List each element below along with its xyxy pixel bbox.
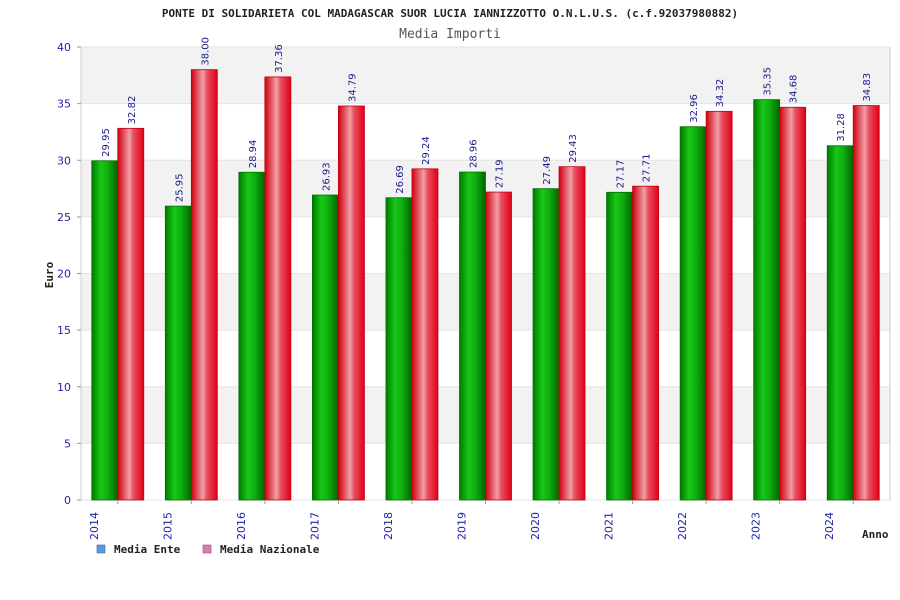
bar-media-nazionale-2019: [485, 191, 512, 501]
value-label-media-ente-2023: 35.35: [763, 67, 774, 96]
value-label-media-nazionale-2015: 38.00: [200, 37, 211, 66]
x-tick-label-2019: 2019: [456, 512, 469, 540]
value-label-media-ente-2015: 25.95: [174, 173, 185, 202]
bar-media-nazionale-2020: [558, 166, 586, 501]
value-label-media-nazionale-2023: 34.68: [789, 75, 800, 104]
value-labels: 29.95 32.82 25.95 38.00 28.94 37.36 26.93 34.79…: [101, 37, 873, 202]
bar-media-ente-2018: [385, 197, 413, 501]
value-label-media-nazionale-2022: 34.32: [715, 79, 726, 108]
legend: Media Ente Media Nazionale: [96, 543, 320, 556]
x-tick-label-2020: 2020: [529, 512, 542, 540]
x-axis-ticks: 2014 2015 2016 2017 2018 2019 2020 2021 2022 2023…: [88, 500, 854, 540]
bar-media-nazionale-2016: [264, 76, 292, 501]
value-label-media-nazionale-2019: 27.19: [495, 159, 506, 188]
value-label-media-ente-2021: 27.17: [616, 160, 627, 189]
y-tick-label: 30: [57, 154, 71, 167]
value-label-media-nazionale-2018: 29.24: [421, 136, 432, 165]
bar-media-ente-2014: [91, 160, 119, 501]
bar-media-ente-2020: [532, 188, 560, 501]
y-tick-label: 15: [57, 324, 71, 337]
bar-media-ente-2016: [238, 171, 266, 501]
y-tick-label: 0: [64, 494, 71, 507]
bar-media-nazionale-2024: [852, 105, 880, 501]
value-label-media-nazionale-2017: 34.79: [347, 73, 358, 102]
value-label-media-ente-2019: 28.96: [469, 139, 480, 168]
bar-media-nazionale-2017: [338, 105, 365, 501]
x-tick-label-2023: 2023: [750, 512, 763, 540]
y-tick-label: 10: [57, 381, 71, 394]
value-label-media-ente-2020: 27.49: [542, 156, 553, 185]
legend-label-media-ente: Media Ente: [114, 543, 181, 556]
x-tick-label-2016: 2016: [235, 512, 248, 540]
bars: [91, 69, 880, 501]
legend-swatch-media-nazionale: [202, 544, 212, 554]
value-label-media-nazionale-2021: 27.71: [642, 154, 653, 183]
x-tick-label-2017: 2017: [308, 512, 321, 540]
bar-media-ente-2023: [753, 99, 781, 501]
x-axis-label: Anno: [862, 528, 889, 541]
value-label-media-ente-2022: 32.96: [689, 94, 700, 123]
y-tick-label: 25: [57, 211, 71, 224]
value-label-media-nazionale-2020: 29.43: [568, 134, 579, 163]
bar-media-ente-2022: [679, 126, 707, 501]
value-label-media-ente-2024: 31.28: [836, 113, 847, 142]
y-axis-ticks: 0 5 10 15 20 25 30 35 40: [57, 41, 81, 507]
bar-media-ente-2017: [312, 194, 339, 501]
legend-label-media-nazionale: Media Nazionale: [220, 543, 320, 556]
bar-media-nazionale-2022: [705, 110, 733, 501]
bar-media-ente-2024: [826, 145, 854, 501]
bar-media-ente-2019: [459, 171, 486, 501]
x-tick-label-2024: 2024: [823, 512, 836, 540]
bar-media-nazionale-2014: [117, 127, 145, 501]
bar-media-nazionale-2018: [411, 168, 439, 501]
y-axis-label: Euro: [43, 261, 56, 288]
chart-title: PONTE DI SOLIDARIETA COL MADAGASCAR SUOR…: [162, 7, 738, 20]
bar-media-nazionale-2023: [779, 106, 807, 501]
y-tick-label: 40: [57, 41, 71, 54]
chart-subtitle: Media Importi: [399, 27, 501, 42]
x-tick-label-2022: 2022: [676, 512, 689, 540]
bar-media-nazionale-2015: [190, 69, 218, 501]
value-label-media-nazionale-2016: 37.36: [274, 44, 285, 73]
legend-swatch-media-ente: [96, 544, 106, 554]
x-tick-label-2014: 2014: [88, 512, 101, 540]
value-label-media-ente-2016: 28.94: [248, 140, 259, 169]
value-label-media-ente-2017: 26.93: [321, 162, 332, 191]
bar-media-ente-2021: [606, 191, 633, 501]
value-label-media-ente-2018: 26.69: [395, 165, 406, 194]
x-tick-label-2015: 2015: [161, 512, 174, 540]
y-tick-label: 20: [57, 268, 71, 281]
value-label-media-nazionale-2024: 34.83: [862, 73, 873, 102]
value-label-media-ente-2014: 29.95: [101, 128, 112, 157]
bar-media-ente-2015: [164, 205, 192, 501]
x-tick-label-2021: 2021: [603, 512, 616, 540]
bar-media-nazionale-2021: [632, 185, 659, 501]
value-label-media-nazionale-2014: 32.82: [127, 96, 138, 125]
x-tick-label-2018: 2018: [382, 512, 395, 540]
y-tick-label: 5: [64, 437, 71, 450]
y-tick-label: 35: [57, 98, 71, 111]
